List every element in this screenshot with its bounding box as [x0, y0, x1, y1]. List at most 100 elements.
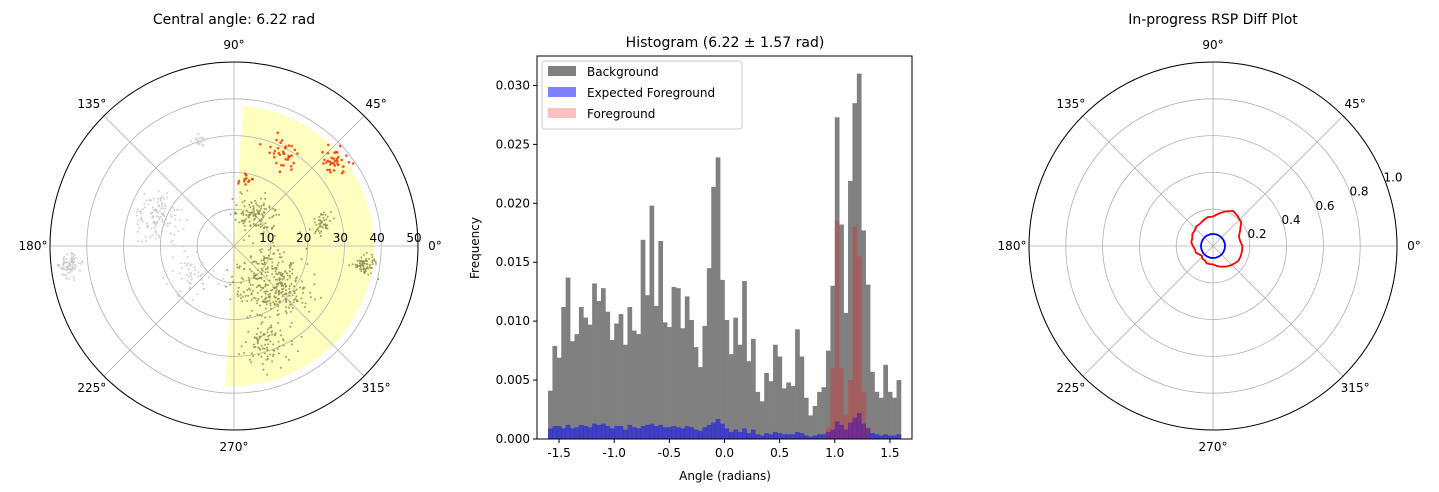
histogram-bar — [892, 397, 897, 439]
background-point — [265, 208, 268, 211]
background-point — [270, 228, 273, 231]
background-point — [70, 253, 73, 256]
angle-tick-label: 180° — [998, 239, 1027, 253]
background-point — [137, 240, 140, 242]
background-point — [258, 304, 261, 307]
background-point — [252, 297, 255, 299]
background-point — [371, 261, 374, 264]
histogram-bar — [799, 356, 805, 439]
background-point — [272, 353, 275, 356]
background-point — [257, 338, 260, 341]
background-point — [245, 218, 247, 221]
histogram-bar — [856, 413, 862, 439]
background-point — [240, 277, 243, 279]
background-point — [358, 262, 361, 265]
angular-gridline — [233, 245, 365, 377]
background-point — [73, 254, 76, 257]
background-point — [172, 206, 175, 209]
histogram-bar — [843, 429, 849, 439]
background-point — [262, 231, 265, 234]
background-point — [252, 274, 255, 277]
background-point — [364, 268, 367, 271]
histogram-bar — [574, 427, 580, 439]
foreground-point — [278, 170, 282, 173]
histogram-bar — [825, 431, 831, 439]
background-point — [143, 202, 146, 205]
background-point — [261, 269, 264, 272]
background-point — [194, 283, 197, 286]
foreground-point — [268, 151, 271, 155]
histogram-bar — [865, 427, 871, 439]
background-point — [290, 283, 293, 285]
background-point — [161, 203, 163, 206]
background-point — [266, 267, 269, 270]
background-point — [262, 286, 265, 289]
background-point — [159, 199, 162, 202]
foreground-point — [287, 156, 290, 159]
background-point — [371, 256, 374, 259]
background-point — [156, 222, 159, 225]
background-point — [255, 224, 257, 227]
background-point — [282, 284, 285, 287]
background-point — [77, 262, 80, 265]
foreground-point — [272, 152, 276, 155]
histogram-bar — [750, 429, 756, 439]
background-point — [168, 209, 171, 212]
background-point — [165, 196, 168, 199]
background-point — [67, 271, 70, 274]
background-point — [318, 225, 321, 228]
background-point — [266, 257, 269, 260]
background-point — [69, 252, 72, 254]
background-point — [261, 248, 263, 251]
foreground-point — [345, 154, 348, 157]
histogram-bar — [724, 319, 730, 439]
background-point — [288, 295, 291, 297]
background-point — [161, 201, 164, 204]
background-point — [200, 278, 203, 281]
background-point — [65, 269, 68, 272]
polar-line-title: In-progress RSP Diff Plot — [1128, 12, 1298, 28]
background-point — [74, 265, 77, 268]
histogram-bar — [614, 426, 619, 439]
histogram-bar — [896, 380, 902, 439]
histogram-bar — [764, 433, 769, 439]
background-point — [238, 221, 241, 224]
foreground-point — [340, 158, 344, 162]
background-point — [190, 278, 193, 281]
background-point — [271, 216, 274, 219]
histogram-bar — [565, 277, 571, 439]
foreground-point — [275, 138, 278, 142]
background-point — [290, 263, 293, 266]
background-point — [276, 347, 279, 350]
histogram-bar — [596, 424, 602, 439]
polar-line-angle-ticks: 0° 45° 90° 135° 180° 225° 270° 315° — [998, 38, 1421, 454]
background-point — [135, 214, 138, 217]
background-point — [157, 216, 160, 218]
legend-swatch — [548, 87, 576, 97]
background-point — [164, 207, 167, 210]
background-point — [278, 271, 281, 274]
background-point — [163, 223, 166, 226]
angle-tick-label: 225° — [77, 381, 106, 395]
background-point — [151, 211, 154, 214]
histogram-bar — [653, 426, 659, 439]
background-point — [155, 224, 158, 227]
background-point — [197, 133, 200, 135]
background-point — [362, 253, 365, 256]
background-point — [317, 227, 319, 230]
polar-scatter-grid — [49, 61, 419, 431]
background-point — [252, 208, 255, 211]
histogram-bar — [795, 329, 800, 439]
background-point — [234, 212, 237, 215]
background-point — [71, 266, 74, 268]
background-point — [317, 219, 320, 222]
histogram-bar — [614, 323, 619, 439]
background-point — [288, 290, 291, 293]
background-point — [78, 269, 81, 272]
background-point — [171, 256, 174, 259]
background-point — [263, 227, 265, 230]
background-point — [137, 230, 139, 233]
background-point — [272, 343, 275, 346]
background-point — [255, 302, 258, 305]
background-point — [273, 252, 276, 255]
